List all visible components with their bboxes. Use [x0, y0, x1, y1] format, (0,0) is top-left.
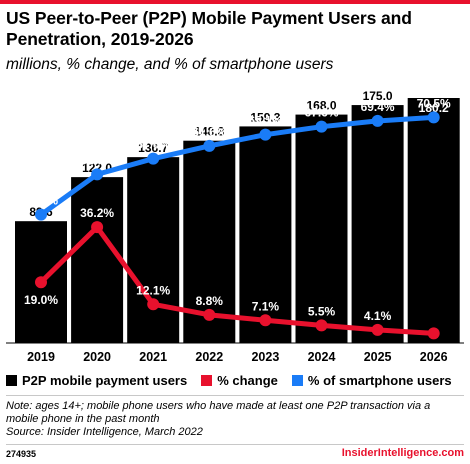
- x-tick-2024: 2024: [308, 350, 336, 364]
- smartphone-label-2020: 52.7%: [80, 153, 114, 167]
- legend-item-smartphone: % of smartphone users: [291, 372, 452, 388]
- change-point-2024: [315, 319, 328, 332]
- smartphone-label-2025: 69.4%: [361, 100, 395, 114]
- legend-label-smartphone: % of smartphone users: [307, 372, 452, 388]
- bar-2024: [295, 114, 348, 343]
- bar-2025: [351, 105, 404, 344]
- change-point-2025: [371, 323, 384, 336]
- change-point-2020: [91, 221, 104, 234]
- bar-2026: [407, 98, 460, 343]
- change-label-2023: 7.1%: [252, 299, 280, 313]
- change-label-2020: 36.2%: [80, 206, 114, 220]
- chart-id: 274935: [6, 449, 37, 459]
- bar-label-2024: 168.0: [306, 99, 336, 113]
- change-label-2024: 5.5%: [308, 304, 336, 318]
- change-point-2021: [147, 298, 160, 311]
- chart-area: 89.6122.0136.7148.8159.3168.0175.0180.24…: [6, 89, 464, 364]
- change-point-2026: [427, 327, 440, 340]
- x-tick-2021: 2021: [139, 350, 167, 364]
- change-label-2026: 3.0%: [420, 313, 448, 327]
- chart-title: US Peer-to-Peer (P2P) Mobile Payment Use…: [6, 8, 412, 49]
- smartphone-label-2023: 65.1%: [248, 114, 282, 128]
- smartphone-point-2024: [315, 120, 328, 133]
- change-label-2021: 12.1%: [136, 283, 170, 297]
- bar-label-2025: 175.0: [363, 89, 393, 103]
- x-tick-2022: 2022: [195, 350, 223, 364]
- change-label-2019: 19.0%: [24, 293, 58, 307]
- smartphone-point-2023: [259, 128, 272, 141]
- smartphone-label-2022: 61.6%: [192, 125, 226, 139]
- source-text: Source: Insider Intelligence, March 2022: [6, 426, 203, 438]
- legend-label-change: % change: [217, 372, 278, 388]
- smartphone-label-2026: 70.5%: [417, 96, 451, 110]
- bar-label-2023: 159.3: [250, 110, 280, 124]
- chart-subtitle: millions, % change, and % of smartphone …: [6, 56, 334, 73]
- change-point-2023: [259, 314, 272, 327]
- legend-label-users: P2P mobile payment users: [22, 372, 188, 388]
- legend-swatch-smartphone: [291, 374, 303, 386]
- x-tick-2019: 2019: [27, 350, 55, 364]
- smartphone-label-2019: 40.1%: [24, 194, 58, 208]
- footer-divider: [6, 444, 464, 445]
- x-tick-2026: 2026: [420, 350, 448, 364]
- x-tick-2020: 2020: [83, 350, 111, 364]
- legend-swatch-change: [201, 374, 213, 386]
- brand-logo-text: InsiderIntelligence.com: [341, 447, 464, 459]
- legend: P2P mobile payment users % change % of s…: [6, 371, 466, 389]
- smartphone-point-2019: [35, 208, 47, 221]
- change-point-2019: [35, 276, 47, 289]
- x-tick-2023: 2023: [251, 350, 279, 364]
- bar-2020: [71, 177, 124, 343]
- change-point-2022: [203, 308, 216, 321]
- note-text: Note: ages 14+; mobile phone users who h…: [6, 400, 431, 425]
- bar-label-2022: 148.8: [194, 125, 224, 139]
- legend-item-users: P2P mobile payment users: [6, 373, 187, 388]
- chart-note: Note: ages 14+; mobile phone users who h…: [6, 400, 464, 439]
- smartphone-point-2020: [91, 168, 104, 181]
- change-label-2022: 8.8%: [196, 294, 224, 308]
- x-tick-2025: 2025: [364, 350, 392, 364]
- bar-label-2021: 136.7: [138, 141, 168, 155]
- legend-item-change: % change: [201, 373, 278, 388]
- change-label-2025: 4.1%: [364, 309, 392, 323]
- smartphone-point-2026: [427, 111, 440, 124]
- change-line: [38, 224, 437, 336]
- note-divider: [6, 395, 464, 396]
- smartphone-point-2022: [203, 139, 216, 152]
- legend-swatch-users: [6, 374, 17, 386]
- smartphone-label-2021: 57.6%: [136, 138, 170, 152]
- smartphone-point-2021: [147, 152, 160, 165]
- smartphone-point-2025: [371, 114, 384, 127]
- bar-2021: [127, 157, 180, 343]
- bar-2023: [239, 126, 292, 343]
- smartphone-label-2024: 67.6%: [304, 106, 338, 120]
- top-accent-bar: [0, 0, 470, 4]
- smartphone-line: [38, 114, 437, 218]
- bar-label-2026: 180.2: [419, 101, 449, 115]
